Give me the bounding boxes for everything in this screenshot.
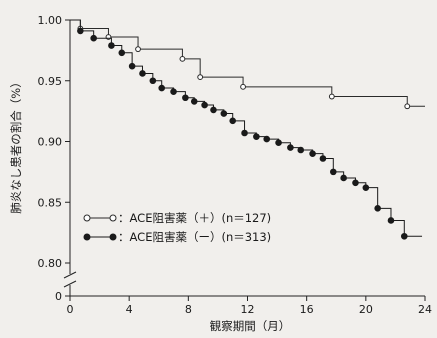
data-point — [158, 84, 166, 92]
legend-item-2: ：ACE阻害薬（ー）(n＝313) — [83, 230, 271, 244]
data-point — [241, 129, 248, 137]
legend-item-1: ：ACE阻害薬（＋）(n＝127) — [83, 211, 271, 225]
data-point — [229, 117, 237, 125]
legend-marker — [109, 214, 117, 222]
data-point — [387, 217, 395, 224]
axis-break-mark — [63, 271, 77, 279]
data-point — [190, 98, 198, 105]
data-point — [240, 83, 246, 90]
y-tick-label: 0 — [55, 290, 62, 303]
data-point — [329, 168, 337, 176]
data-point — [362, 184, 370, 191]
x-tick-label: 24 — [418, 303, 432, 316]
legend: ：ACE阻害薬（＋）(n＝127) ：ACE阻害薬（ー）(n＝313) — [83, 211, 271, 244]
y-tick-label: 0.90 — [38, 136, 63, 149]
legend-label: ：ACE阻害薬（ー）(n＝313) — [118, 230, 271, 244]
data-point — [149, 77, 157, 85]
y-axis-title: 肺炎なし患者の割合（%） — [9, 76, 23, 213]
x-tick-label: 8 — [185, 303, 192, 316]
data-point — [404, 103, 411, 110]
series-2 — [70, 19, 423, 240]
series-lines — [70, 19, 425, 240]
data-point — [128, 62, 136, 70]
legend-label: ：ACE阻害薬（＋）(n＝127) — [118, 211, 271, 225]
axes — [63, 20, 425, 297]
data-point — [352, 179, 359, 187]
x-tick-label: 0 — [67, 303, 74, 316]
data-point — [90, 34, 97, 42]
legend-marker — [83, 233, 91, 241]
data-point — [287, 144, 294, 151]
data-point — [319, 155, 327, 162]
data-point — [201, 101, 208, 109]
legend-marker — [109, 233, 117, 241]
data-point — [263, 135, 271, 143]
data-point — [340, 174, 347, 182]
data-point — [118, 49, 126, 57]
data-point — [135, 46, 141, 53]
legend-marker — [83, 214, 91, 222]
data-point — [253, 133, 260, 140]
data-point — [220, 110, 228, 117]
series-line — [70, 19, 425, 107]
data-point — [328, 93, 335, 100]
data-point — [182, 94, 189, 102]
data-point — [309, 150, 316, 157]
x-axis-title: 観察期間（月） — [210, 319, 291, 333]
y-tick-label: 1.00 — [38, 14, 63, 27]
data-point — [210, 106, 217, 114]
x-tick-label: 12 — [241, 303, 255, 316]
x-tick-label: 16 — [300, 303, 314, 316]
data-point — [139, 70, 146, 77]
data-point — [297, 146, 305, 154]
data-point — [197, 74, 204, 81]
x-tick-label: 4 — [126, 303, 133, 316]
data-point — [179, 55, 186, 62]
x-tick-label: 20 — [359, 303, 373, 316]
data-point — [275, 139, 282, 147]
y-tick-label: 0.85 — [38, 196, 63, 209]
series-1 — [70, 19, 425, 110]
data-point — [77, 27, 84, 35]
data-point — [108, 42, 115, 49]
y-tick-label: 0.95 — [38, 75, 63, 88]
data-point — [170, 88, 177, 95]
y-tick-label: 0.80 — [38, 257, 63, 270]
axis-break-mark — [63, 280, 77, 288]
ticks: 1.00 0.95 0.90 0.85 0.80 00 4 8 12 16 20 24 — [38, 14, 433, 316]
data-point — [374, 205, 381, 212]
data-point — [400, 232, 408, 240]
